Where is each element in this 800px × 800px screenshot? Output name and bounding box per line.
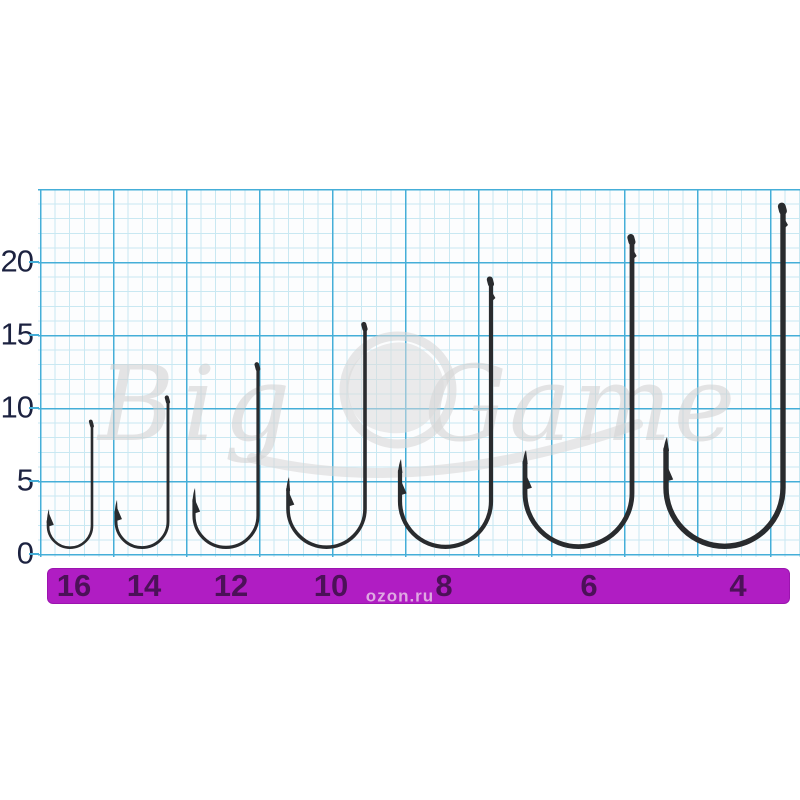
scale-tick-label: 5 <box>16 462 34 498</box>
scale-tick-line <box>29 261 39 263</box>
hook-size-8 <box>397 276 496 549</box>
watermark-emblem-blob <box>347 342 444 434</box>
scale-tick-label: 20 <box>0 243 34 279</box>
size-bar-label: 6 <box>580 567 598 603</box>
hook-size-10 <box>286 321 368 549</box>
hook-size-14 <box>114 395 171 549</box>
hook-size-6 <box>522 234 637 549</box>
scale-tick-label: 10 <box>0 389 34 425</box>
size-bar-label: 16 <box>56 567 92 603</box>
size-bar-label: 14 <box>126 567 162 603</box>
size-bar-label: 8 <box>435 567 453 603</box>
ozon-watermark: ozon.ru <box>365 586 435 606</box>
hook-size-16 <box>46 419 94 549</box>
scale-tick-label: 0 <box>16 535 34 571</box>
scale-tick-line <box>29 407 39 409</box>
scale-column: 20 15 10 5 0 <box>0 0 39 620</box>
size-bar-label: 4 <box>729 567 747 603</box>
scale-tick-line <box>29 334 39 336</box>
size-bar-label: 12 <box>213 567 249 603</box>
size-bar-label: 10 <box>313 567 349 603</box>
scale-tick-label: 15 <box>0 316 34 352</box>
hook-size-12 <box>192 362 261 549</box>
watermark-swoosh <box>247 419 643 478</box>
scale-tick-line <box>29 480 39 482</box>
watermark-emblem-circle <box>339 331 457 449</box>
scale-tick-line <box>29 553 39 555</box>
size-bar: ozon.ru 16 14 12 10 8 6 4 <box>47 567 790 606</box>
hook-size-4 <box>663 202 788 549</box>
